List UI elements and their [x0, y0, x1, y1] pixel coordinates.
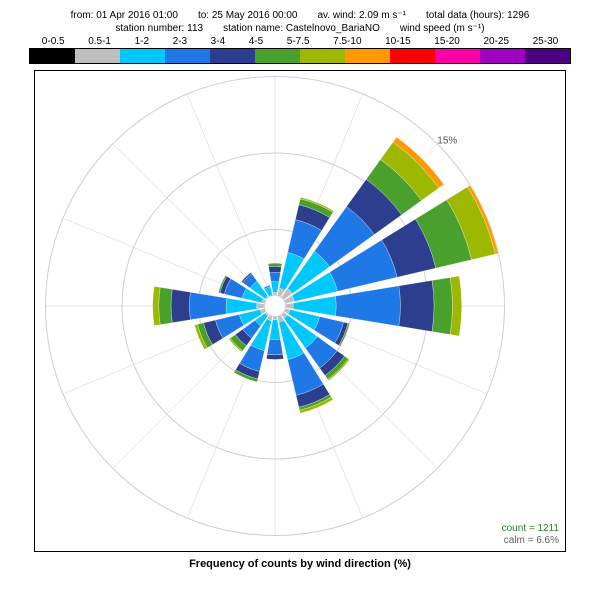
legend-label: 2-3 — [173, 36, 187, 47]
avwind-block: av. wind: 2.09 m s⁻¹ — [317, 10, 405, 21]
header-line-1: from: 01 Apr 2016 01:00 to: 25 May 2016 … — [0, 10, 600, 21]
legend-swatch — [525, 49, 570, 63]
legend-label: 0-0.5 — [42, 36, 65, 47]
legend-swatch — [480, 49, 525, 63]
legend-label: 10-15 — [385, 36, 411, 47]
to-block: to: 25 May 2016 00:00 — [198, 10, 298, 21]
count-line: count = 1211 — [502, 523, 559, 535]
station-num-block: station number: 113 — [115, 23, 203, 34]
legend-label: 5-7.5 — [287, 36, 310, 47]
legend-swatch — [255, 49, 300, 63]
legend-label: 7.5-10 — [333, 36, 361, 47]
legend-swatch — [75, 49, 120, 63]
legend-label: 0.5-1 — [88, 36, 111, 47]
legend-colorbar — [29, 48, 571, 64]
legend-label: 20-25 — [483, 36, 509, 47]
x-axis-label: Frequency of counts by wind direction (%… — [0, 558, 600, 570]
windrose-svg: 5%10%15% — [35, 71, 565, 551]
legend-swatch — [120, 49, 165, 63]
legend-swatch — [345, 49, 390, 63]
total-block: total data (hours): 1296 — [426, 10, 529, 21]
svg-text:15%: 15% — [437, 136, 457, 147]
legend-label: 3-4 — [211, 36, 225, 47]
header-meta: from: 01 Apr 2016 01:00 to: 25 May 2016 … — [0, 0, 600, 64]
legend-label: 4-5 — [249, 36, 263, 47]
windrose-plot: 5%10%15% count = 1211 calm = 6.6% — [34, 70, 566, 552]
speed-units-block: wind speed (m s⁻¹) — [400, 23, 485, 34]
legend-swatch — [30, 49, 75, 63]
legend-swatch — [165, 49, 210, 63]
legend-labels: 0-0.5 0.5-1 1-2 2-3 3-4 4-5 5-7.5 7.5-10 10-15 15… — [30, 36, 570, 47]
calm-line: calm = 6.6% — [502, 535, 559, 547]
legend-label: 1-2 — [135, 36, 149, 47]
station-name-block: station name: Castelnovo_BariaNO — [223, 23, 380, 34]
from-block: from: 01 Apr 2016 01:00 — [71, 10, 178, 21]
header-line-2: station number: 113 station name: Castel… — [0, 23, 600, 34]
legend-label: 25-30 — [533, 36, 559, 47]
legend-swatch — [435, 49, 480, 63]
legend-swatch — [300, 49, 345, 63]
legend-swatch — [390, 49, 435, 63]
plot-footer-info: count = 1211 calm = 6.6% — [502, 523, 559, 547]
legend-label: 15-20 — [434, 36, 460, 47]
legend-swatch — [210, 49, 255, 63]
